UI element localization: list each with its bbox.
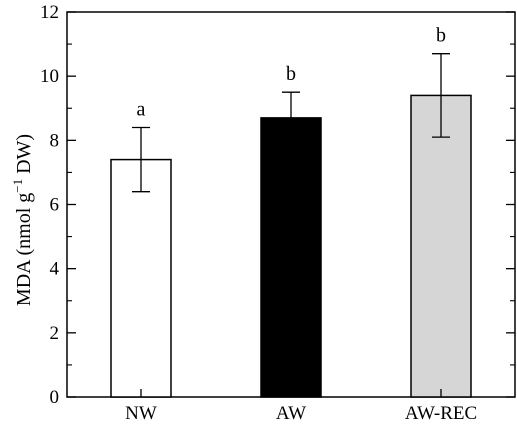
y-tick-label: 2	[50, 323, 60, 344]
y-tick-label: 4	[50, 259, 60, 280]
x-tick-label: NW	[125, 403, 157, 424]
bar-aw-rec	[410, 94, 472, 398]
significance-label: b	[286, 63, 296, 85]
x-tick-label: AW-REC	[405, 403, 477, 424]
y-axis-title: MDA (nmol g−1 DW)	[10, 134, 35, 306]
y-tick-label: 10	[40, 66, 59, 87]
x-axis: NW AW AW-REC	[125, 389, 477, 424]
x-tick-label: AW	[276, 403, 306, 424]
y-axis-title-tail: DW)	[13, 134, 35, 179]
y-tick-label: 12	[40, 2, 59, 23]
y-tick-label: 8	[50, 130, 60, 151]
y-tick-label: 6	[50, 195, 60, 216]
y-axis-title-sup: −1	[10, 179, 25, 193]
significance-label: b	[436, 25, 446, 47]
y-axis-title-base: MDA (nmol g	[13, 193, 35, 306]
bars: a b b	[110, 25, 472, 398]
bar-nw	[110, 158, 172, 398]
y-axis: 0 2 4 6 8 10 12	[40, 2, 515, 408]
y-tick-label: 0	[50, 387, 60, 408]
bar-aw	[260, 117, 322, 398]
significance-label: a	[137, 99, 146, 121]
